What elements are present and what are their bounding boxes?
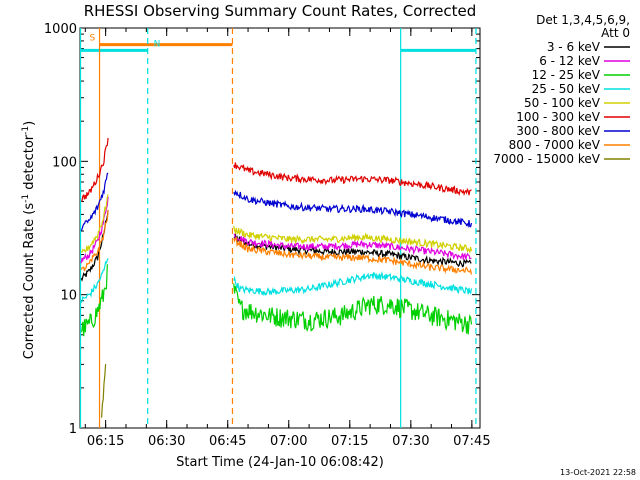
x-tick-label: 07:00	[270, 434, 307, 449]
y-axis-label-end: )	[22, 121, 37, 126]
legend-label-2: 12 - 25 keV	[532, 68, 601, 82]
series-5-post	[233, 162, 472, 197]
flag-label-s: S	[90, 34, 96, 44]
x-axis-label: Start Time (24-Jan-10 06:08:42)	[176, 455, 384, 470]
y-axis-label-sup1: -1	[21, 194, 31, 203]
legend-label-6: 300 - 800 keV	[516, 124, 600, 138]
x-tick-label: 07:30	[392, 434, 429, 449]
y-tick-label: 1	[69, 422, 77, 437]
svg-text:Corrected Count Rate (s-1 dete: Corrected Count Rate (s-1 detector-1)	[21, 121, 37, 359]
y-tick-label: 100	[52, 155, 77, 170]
x-tick-label: 06:15	[87, 434, 124, 449]
series-4-pre	[80, 194, 109, 254]
series-1-pre	[80, 196, 109, 264]
legend-label-8: 7000 - 15000 keV	[493, 152, 600, 166]
y-axis-label: Corrected Count Rate (s-1 detector-1)	[21, 121, 37, 359]
series-0-post	[233, 232, 472, 268]
y-tick-label: 1000	[44, 22, 77, 37]
x-tick-label: 06:30	[148, 434, 185, 449]
series-7-pre	[80, 209, 109, 272]
series-6-pre	[80, 172, 109, 232]
y-axis-label-sup2: -1	[21, 126, 31, 135]
chart-title: RHESSI Observing Summary Count Rates, Co…	[84, 2, 477, 20]
footer-timestamp: 13-Oct-2021 22:58	[560, 468, 636, 477]
legend-label-5: 100 - 300 keV	[516, 110, 600, 124]
legend-label-7: 800 - 7000 keV	[509, 138, 601, 152]
series-4-post	[233, 225, 473, 254]
x-tick-label: 06:45	[209, 434, 246, 449]
legend-header-line1: Det 1,3,4,5,6,9,	[536, 13, 630, 27]
plot-frame	[79, 27, 481, 429]
series-3-pre	[80, 258, 109, 303]
series-3-post	[233, 270, 473, 297]
flag-label-n: N	[154, 39, 161, 49]
legend-label-4: 50 - 100 keV	[524, 96, 601, 110]
legend-header-line2: Att 0	[601, 26, 630, 40]
series-5-pre	[81, 137, 109, 202]
legend-label-1: 6 - 12 keV	[539, 54, 601, 68]
series-2-post	[233, 283, 473, 335]
x-tick-label: 07:15	[331, 434, 368, 449]
series-7-post	[233, 236, 473, 275]
plot-area: 1 10 100 1000 06:15 06:30 06:45 07:00 07:15 07:30…	[44, 22, 491, 449]
series-2-pre	[80, 264, 109, 337]
series-8-pre	[101, 364, 107, 418]
series-1-post	[233, 233, 472, 261]
y-axis-label-mid: detector	[22, 134, 37, 194]
legend-label-0: 3 - 6 keV	[547, 40, 601, 54]
legend-label-3: 25 - 50 keV	[532, 82, 601, 96]
series-6-post	[233, 189, 473, 229]
y-tick-label: 10	[60, 289, 77, 304]
x-tick-label: 07:45	[453, 434, 490, 449]
